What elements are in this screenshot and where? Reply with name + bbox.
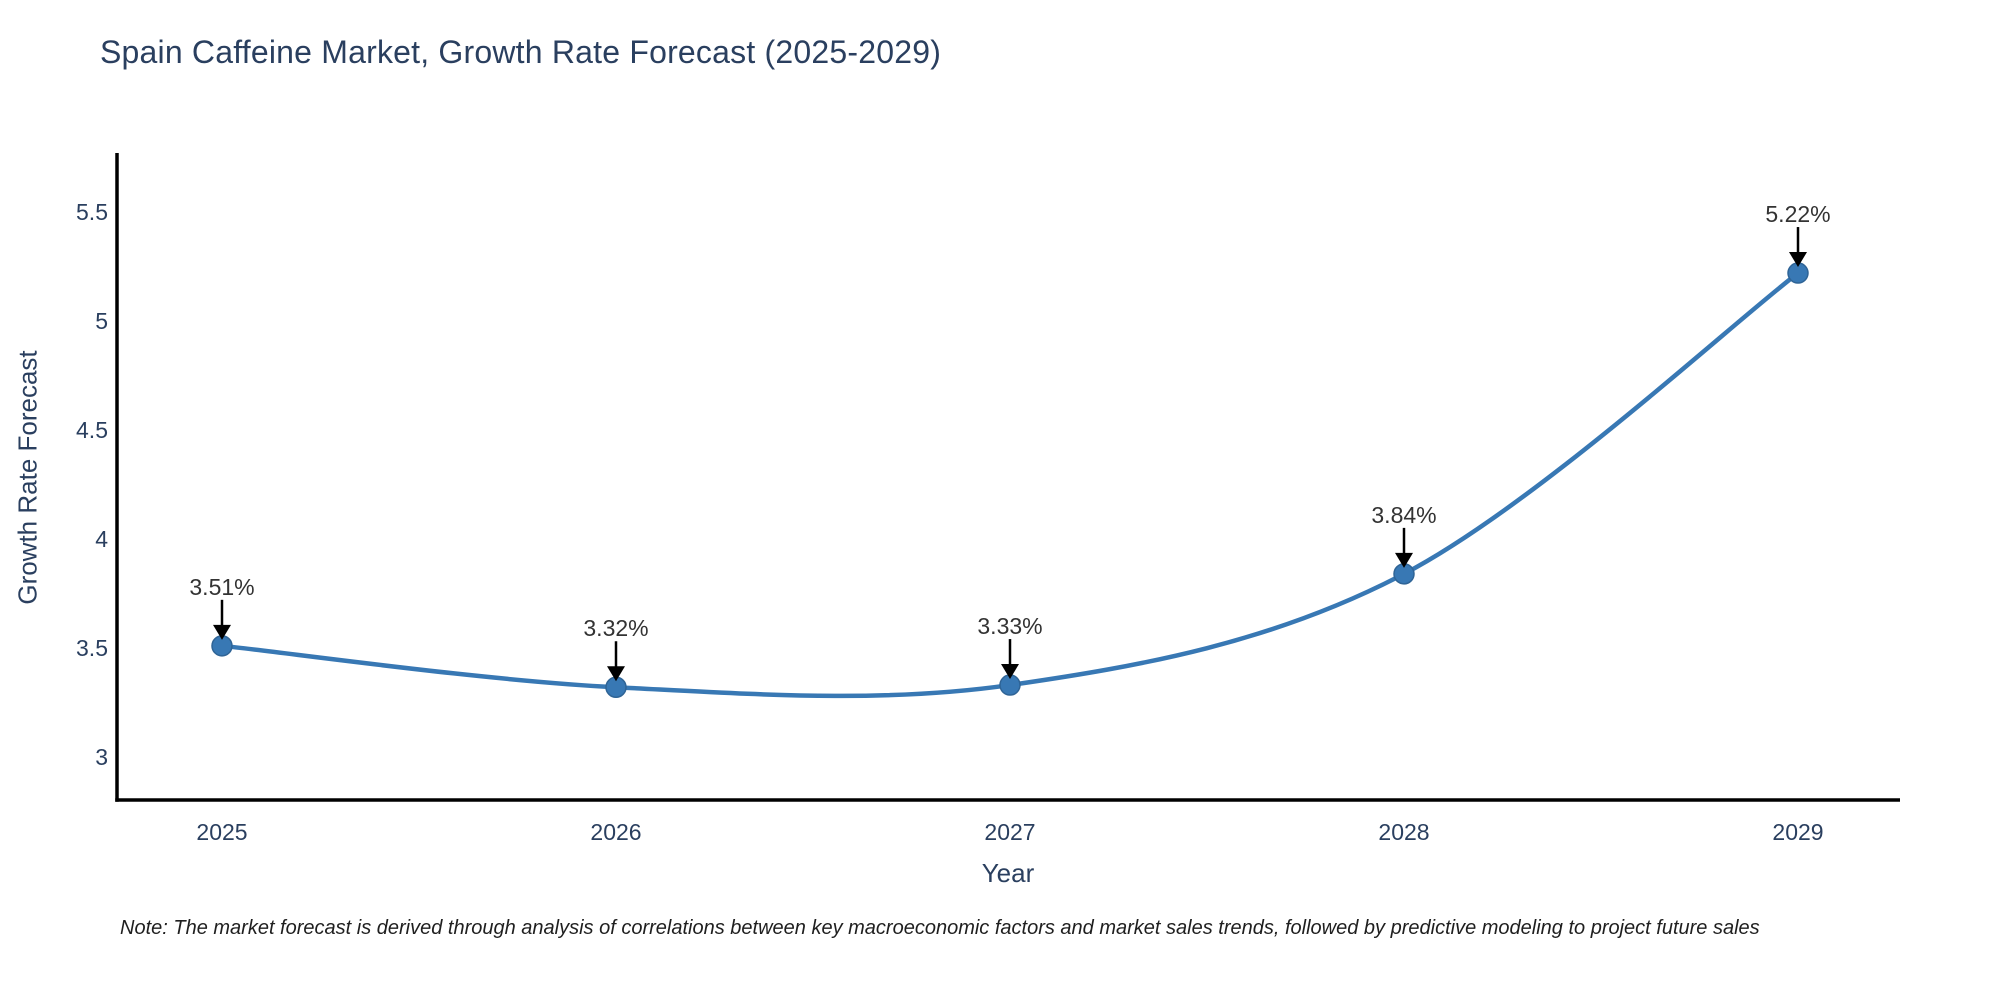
point-annotation-label: 5.22%	[1765, 201, 1830, 227]
x-tick-label: 2029	[1772, 819, 1823, 845]
point-annotation-label: 3.33%	[977, 613, 1042, 639]
y-tick-label: 5	[95, 308, 108, 334]
annotation-arrowhead-icon	[213, 624, 231, 640]
x-tick-label: 2025	[196, 819, 247, 845]
x-tick-label: 2028	[1378, 819, 1429, 845]
point-annotation-label: 3.32%	[583, 615, 648, 641]
x-tick-label: 2027	[984, 819, 1035, 845]
footnote: Note: The market forecast is derived thr…	[120, 917, 1760, 939]
y-tick-label: 5.5	[76, 199, 108, 225]
x-axis-title: Year	[981, 858, 1035, 888]
trend-line	[219, 270, 1801, 699]
point-annotation-label: 3.51%	[189, 574, 254, 600]
annotation-arrowhead-icon	[1789, 252, 1807, 268]
y-axis-title: Growth Rate Forecast	[12, 350, 43, 605]
point-annotation-label: 3.84%	[1371, 502, 1436, 528]
y-tick-label: 3	[95, 744, 108, 770]
annotation-arrowhead-icon	[1395, 552, 1413, 568]
y-tick-label: 3.5	[76, 635, 108, 661]
chart-title: Spain Caffeine Market, Growth Rate Forec…	[100, 34, 942, 70]
annotation-arrowhead-icon	[1001, 664, 1019, 680]
y-tick-label: 4	[95, 526, 108, 552]
annotation-arrowhead-icon	[607, 666, 625, 682]
x-tick-label: 2026	[590, 819, 641, 845]
y-tick-label: 4.5	[76, 417, 108, 443]
